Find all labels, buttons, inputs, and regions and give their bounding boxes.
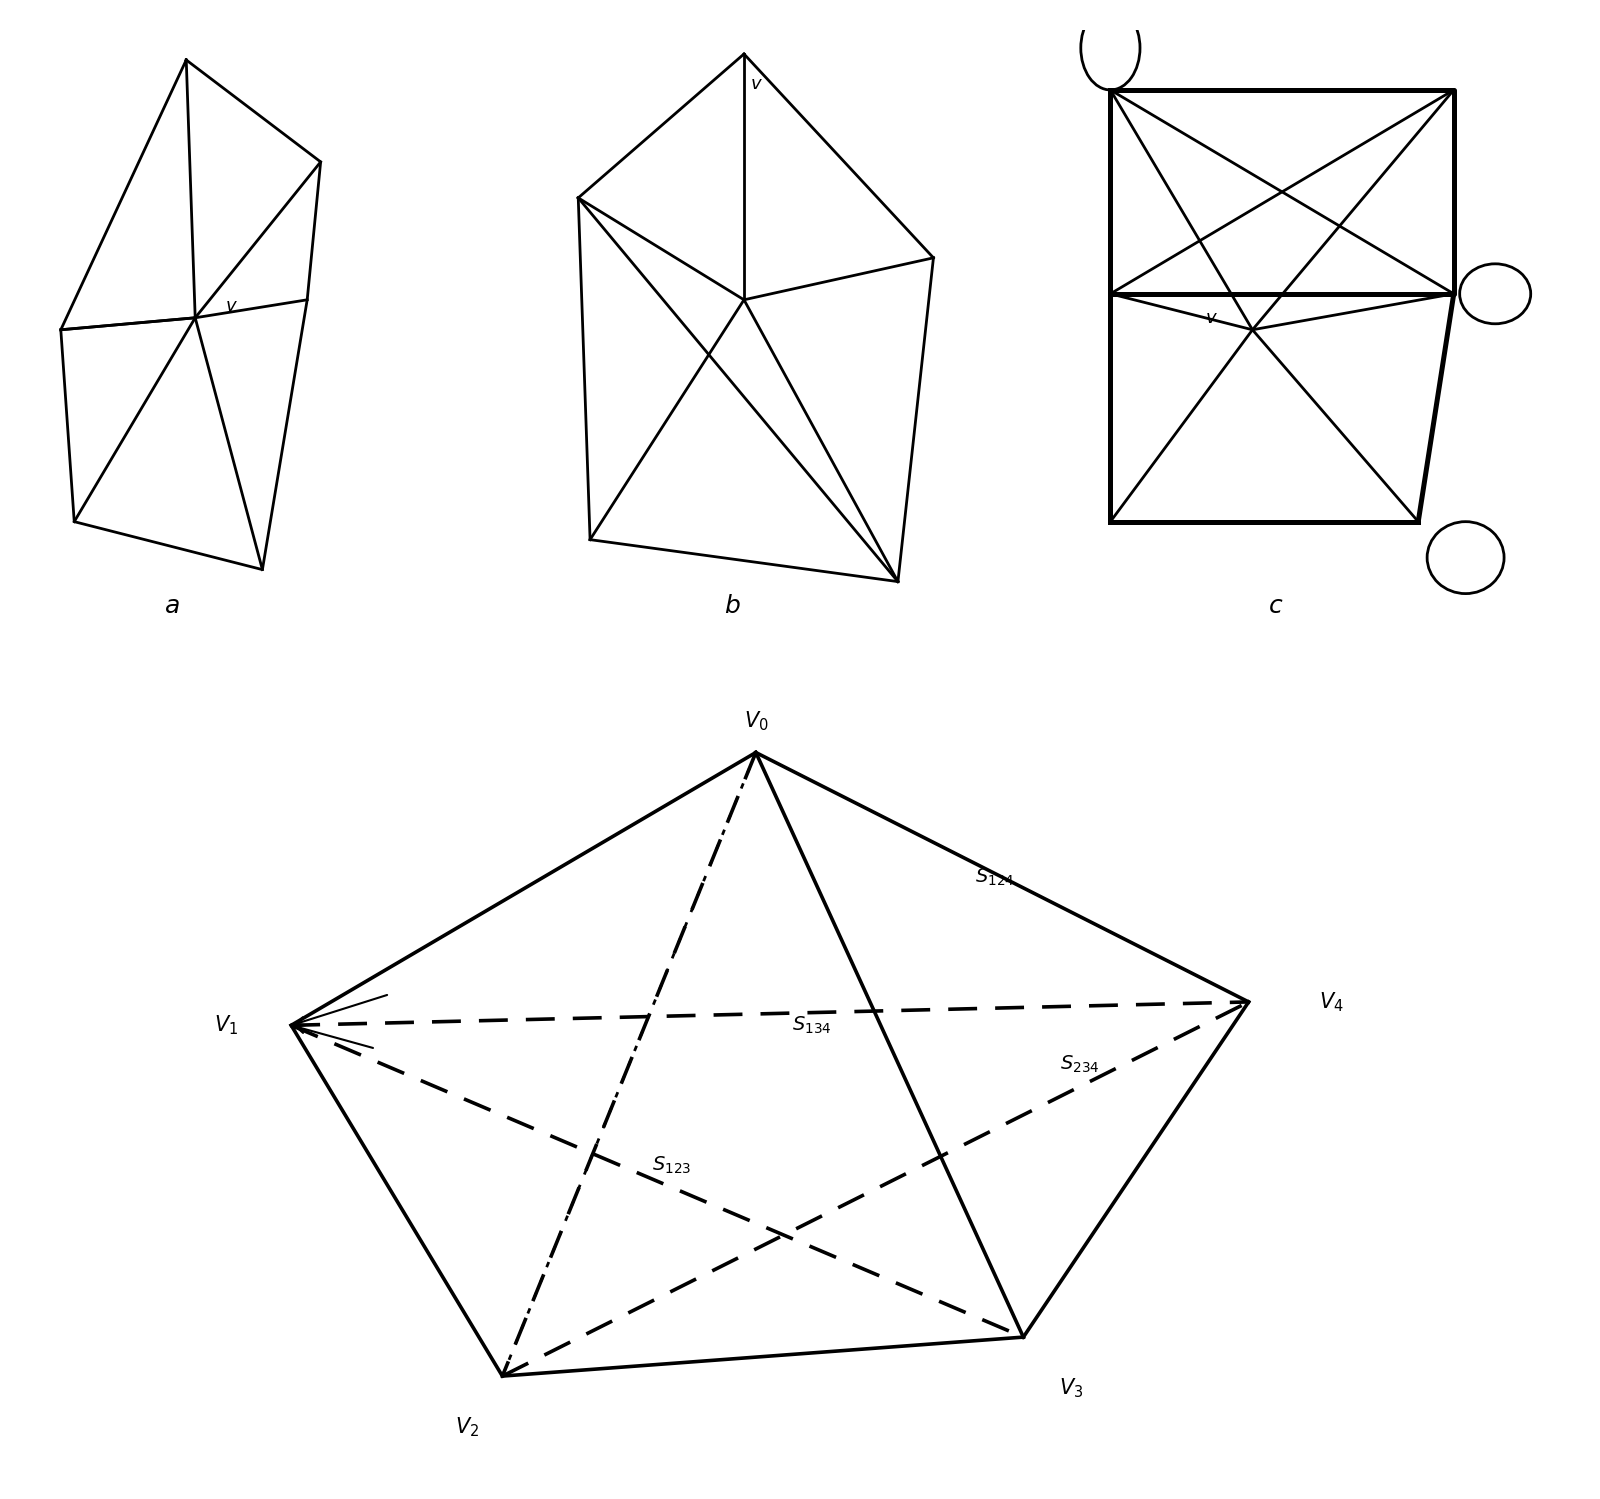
Text: $\mathit{V}_0$: $\mathit{V}_0$	[744, 709, 768, 733]
Text: $S_{234}$: $S_{234}$	[1059, 1054, 1099, 1075]
Text: v: v	[750, 75, 762, 93]
Text: $S_{124}$: $S_{124}$	[976, 866, 1014, 887]
Text: $\mathit{V}_4$: $\mathit{V}_4$	[1318, 991, 1344, 1013]
Text: $S_{134}$: $S_{134}$	[792, 1015, 832, 1036]
Text: $S_{123}$: $S_{123}$	[651, 1154, 691, 1177]
Text: c: c	[1269, 594, 1283, 618]
Text: v: v	[1206, 309, 1216, 327]
Text: $\mathit{V}_1$: $\mathit{V}_1$	[214, 1013, 238, 1037]
Text: a: a	[165, 594, 181, 618]
Text: $\mathit{V}_3$: $\mathit{V}_3$	[1059, 1376, 1083, 1400]
Text: $\mathit{V}_2$: $\mathit{V}_2$	[454, 1415, 480, 1439]
Text: b: b	[725, 594, 741, 618]
Text: v: v	[226, 297, 237, 315]
